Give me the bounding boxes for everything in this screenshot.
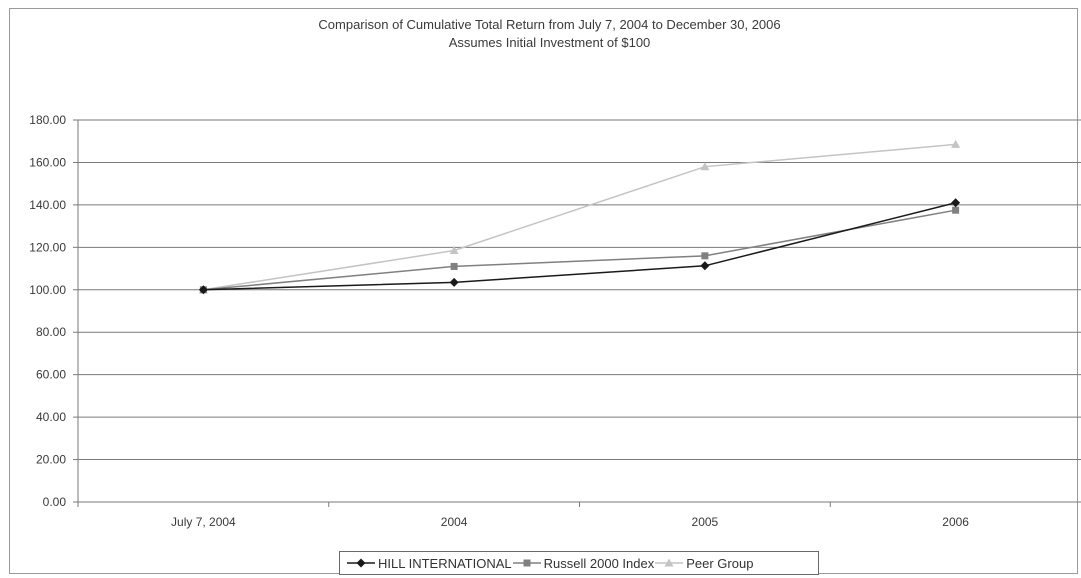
- data-point: [450, 262, 458, 270]
- y-tick-label: 40.00: [36, 410, 66, 424]
- data-point: [700, 162, 710, 171]
- legend-item: Peer Group: [654, 556, 753, 571]
- y-tick-label: 160.00: [29, 155, 66, 169]
- gridlines: [78, 119, 1081, 503]
- series-line: [203, 209, 956, 291]
- legend-item: HILL INTERNATIONAL: [346, 556, 512, 571]
- chart-frame: [9, 8, 1078, 574]
- x-tick-label: July 7, 2004: [171, 515, 236, 529]
- y-tick-label: 0.00: [43, 495, 67, 509]
- x-tick-label: 2004: [441, 515, 468, 529]
- y-tick-label: 60.00: [36, 368, 66, 382]
- data-point: [952, 206, 960, 214]
- chart-title-block: Comparison of Cumulative Total Return fr…: [0, 16, 1081, 52]
- axes: 0.00 20.00 40.00 60.00 80.00 100.00 120.00 140.…: [29, 113, 969, 529]
- series-hill-international: [198, 198, 961, 295]
- legend-item: Russell 2000 Index: [512, 555, 655, 571]
- legend-swatch: [655, 558, 684, 567]
- chart-title: Comparison of Cumulative Total Return fr…: [318, 17, 781, 32]
- y-tick-label: 100.00: [29, 283, 66, 297]
- data-point: [198, 285, 208, 295]
- x-tick-label: 2006: [942, 515, 969, 529]
- legend-label: Peer Group: [686, 555, 754, 571]
- y-tick-label: 180.00: [29, 113, 66, 127]
- data-point: [951, 198, 961, 208]
- data-point: [449, 246, 459, 255]
- data-point: [701, 252, 709, 260]
- legend-swatch: [512, 559, 541, 567]
- y-tick-label: 120.00: [29, 240, 66, 254]
- legend-label: HILL INTERNATIONAL: [378, 555, 512, 571]
- series-lines: [198, 139, 961, 295]
- x-tick-label: 2005: [692, 515, 719, 529]
- legend-label: Russell 2000 Index: [543, 555, 655, 571]
- data-point: [951, 139, 961, 148]
- y-tick-label: 140.00: [29, 198, 66, 212]
- data-point: [449, 277, 459, 287]
- y-tick-label: 20.00: [36, 453, 66, 467]
- legend-swatch: [347, 558, 375, 568]
- y-tick-label: 80.00: [36, 325, 66, 339]
- chart-subtitle: Assumes Initial Investment of $100: [448, 35, 651, 50]
- legend: HILL INTERNATIONAL Russell 2000 Index Peer…: [339, 551, 819, 575]
- data-point: [700, 261, 710, 271]
- series-russell-2000-index: [199, 206, 960, 294]
- series-line: [203, 143, 956, 291]
- series-line: [203, 202, 956, 291]
